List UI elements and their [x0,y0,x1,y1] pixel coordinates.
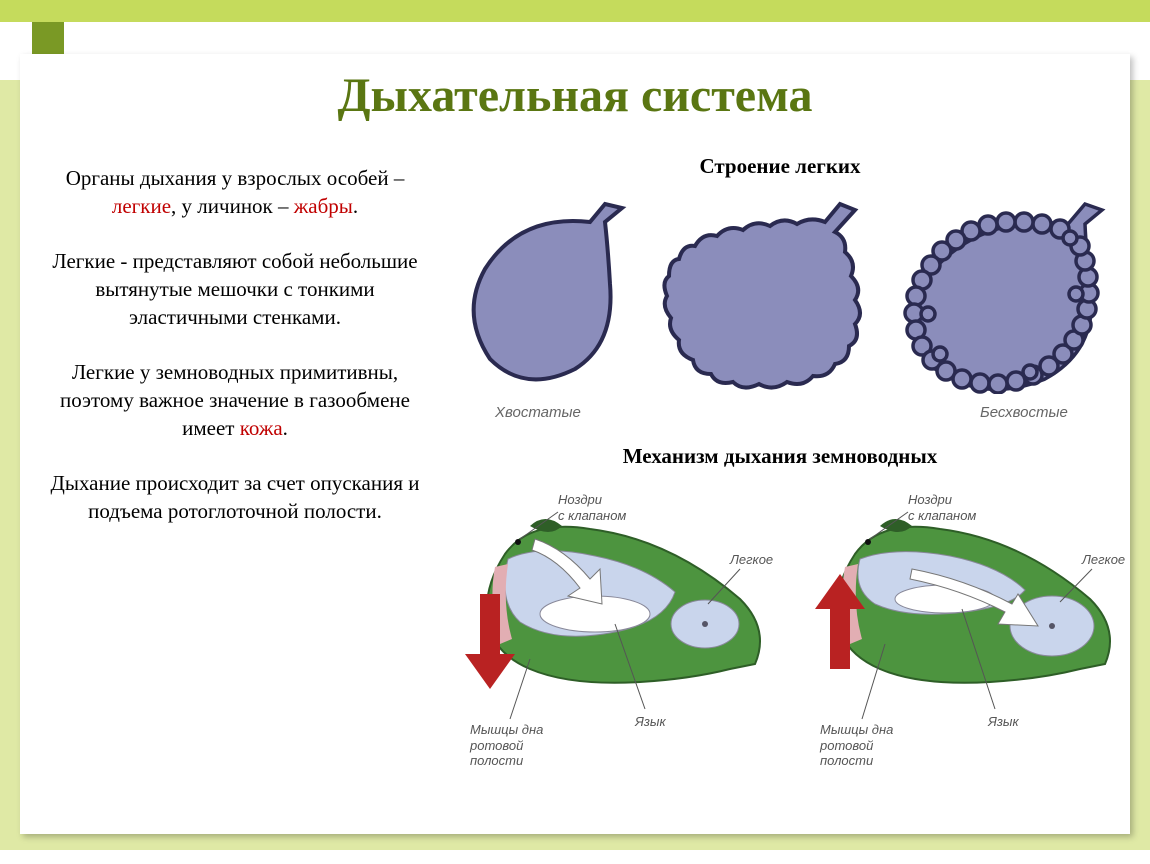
label-nostrils-2: Ноздри с клапаном [908,492,976,523]
label-nostrils-1: Ноздри с клапаном [558,492,626,523]
slide-title: Дыхательная система [20,68,1130,123]
label-lung-2: Легкое [1082,552,1125,568]
label-tongue-1: Язык [635,714,666,730]
diagram-area: Строение легких [440,154,1120,834]
mechanism-row: Ноздри с клапаном Легкое Мышцы дна ротов… [440,484,1120,784]
p3-pre: Легкие у земноводных примитивны, поэтому… [60,360,410,441]
text-column: Органы дыхания у взрослых особей – легки… [50,164,420,551]
subheading-lungs: Строение легких [440,154,1120,179]
para-1: Органы дыхания у взрослых особей – легки… [50,164,420,221]
lung-scalloped [655,194,875,394]
top-bar [0,0,1150,22]
para-4: Дыхание происходит за счет опускания и п… [50,469,420,526]
p1-post: . [353,194,358,218]
lung-bubbly [880,194,1120,394]
caption-anura: Бесхвостые [980,404,1068,421]
p1-hl1: легкие [112,194,171,218]
subheading-mechanism: Механизм дыхания земноводных [440,444,1120,469]
slide-content: Дыхательная система Органы дыхания у взр… [20,54,1130,834]
p3-post: . [283,416,288,440]
caption-caudata: Хвостатые [495,404,581,421]
para-2: Легкие - представляют собой небольшие вы… [50,247,420,332]
corner-accent [32,22,64,54]
p3-hl: кожа [240,416,283,440]
label-lung-1: Легкое [730,552,773,568]
p1-mid: , у личинок – [171,194,294,218]
label-tongue-2: Язык [988,714,1019,730]
p1-pre: Органы дыхания у взрослых особей – [66,166,405,190]
lung-smooth [450,194,640,394]
label-floor-1: Мышцы дна ротовой полости [470,722,543,769]
p1-hl2: жабры [294,194,353,218]
lungs-diagram-row: Хвостатые Бесхвостые [440,194,1120,424]
para-3: Легкие у земноводных примитивны, поэтому… [50,358,420,443]
label-floor-2: Мышцы дна ротовой полости [820,722,893,769]
